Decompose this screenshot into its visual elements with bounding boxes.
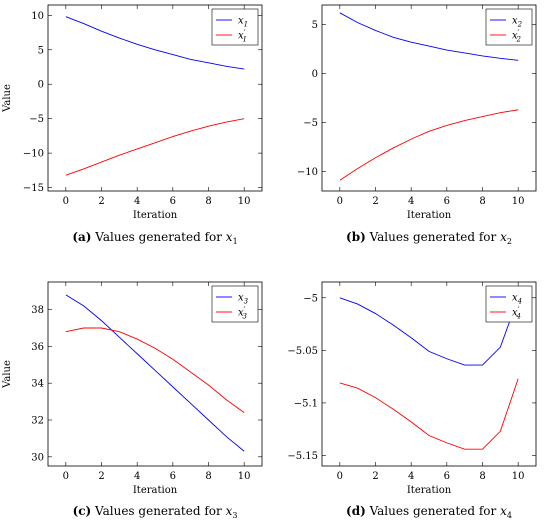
y-tick-label: 34 [31,379,44,390]
x-tick-label: 0 [63,471,69,482]
legend: x2x′ 2 [485,8,533,46]
legend-entry: x′ 4 [512,306,521,321]
chart-panel-1: 0 2 4 6 8 10 −15 −10 −5 0 5 10 Iteration Value x1x′ 1 (a… [2,4,263,246]
x-tick-label: 8 [205,196,211,207]
plot-frame [47,281,263,467]
y-tick-label: 32 [31,416,44,427]
y-tick-label: 36 [31,342,44,353]
plot-frame [321,4,537,192]
y-tick-label: 0 [38,80,44,91]
y-tick-label: −5 [303,118,318,129]
legend-box [485,8,533,46]
y-axis-label: Value [2,84,13,113]
x-tick-label: 6 [170,471,176,482]
x-tick-label: 2 [98,471,104,482]
y-tick-label: −5.1 [294,398,318,409]
x-tick-label: 10 [512,196,525,207]
y-tick-label: −10 [23,149,44,160]
chart-caption: (a) Values generated for x1 [72,230,237,246]
x-tick-label: 6 [444,196,450,207]
y-tick-label: 30 [31,452,44,463]
x-tick-label: 4 [134,196,140,207]
x-tick-label: 0 [63,196,69,207]
legend-entry: x2 [512,16,523,29]
y-tick-label: −15 [23,183,44,194]
x-tick-label: 10 [512,471,525,482]
x-tick-label: 2 [372,196,378,207]
x-tick-label: 10 [238,196,251,207]
y-tick-label: 5 [312,20,318,31]
chart-caption: (b) Values generated for x2 [346,230,512,246]
y-tick-label: 38 [31,305,44,316]
series-line-base [339,12,519,61]
y-tick-label: −5.15 [287,451,318,462]
y-tick-label: 10 [31,11,44,22]
legend-entry: x′ 2 [512,29,521,44]
legend-entry: x3 [238,293,249,306]
series-line-prime [339,109,519,181]
y-tick-label: 5 [38,45,44,56]
legend: x4x′ 4 [485,285,533,323]
x-axis-label: Iteration [407,485,452,496]
x-axis-label: Iteration [407,210,452,221]
plot-frame [321,281,537,467]
x-tick-label: 4 [134,471,140,482]
chart-panel-2: 0 2 4 6 8 10 −10 −5 0 5 Iteration x2x′ 2 (b) Values g… [297,4,537,246]
legend: x1x′ 1 [211,8,259,46]
series-line-prime [65,327,245,414]
x-tick-label: 8 [479,471,485,482]
x-tick-label: 8 [205,471,211,482]
series-line-base [65,294,245,452]
x-axis-label: Iteration [133,210,178,221]
series-line-base [65,16,245,70]
chart-caption: (c) Values generated for x3 [73,504,238,520]
legend-entry: x4 [512,293,522,306]
legend-box [211,285,259,323]
x-tick-label: 0 [337,471,343,482]
x-axis-label: Iteration [133,485,178,496]
x-tick-label: 2 [372,471,378,482]
plot-frame [47,4,263,192]
y-tick-label: −10 [297,167,318,178]
x-tick-label: 4 [408,196,414,207]
legend-entry: x′ 1 [238,29,247,44]
x-tick-label: 8 [479,196,485,207]
x-tick-label: 4 [408,471,414,482]
x-tick-label: 10 [238,471,251,482]
chart-caption: (d) Values generated for x4 [346,504,512,520]
x-tick-label: 0 [337,196,343,207]
x-tick-label: 6 [444,471,450,482]
x-tick-label: 6 [170,196,176,207]
chart-panel-3: 0 2 4 6 8 10 30 32 34 36 38 Iteration Value x3x′ 3 (c) … [2,281,263,520]
x-tick-label: 2 [98,196,104,207]
legend-box [485,285,533,323]
series-line-prime [65,118,245,176]
chart-panel-4: 0 2 4 6 8 10 −5.15 −5.1 −5.05 −5 Iteration x4x′ 4 (d)… [287,281,537,520]
legend: x3x′ 3 [211,285,259,323]
legend-entry: x′ 3 [238,306,247,321]
y-tick-label: 0 [312,69,318,80]
series-line-base [339,297,519,366]
y-axis-label: Value [2,360,13,389]
legend-entry: x1 [238,16,248,29]
legend-box [211,8,259,46]
series-line-prime [339,378,519,450]
y-tick-label: −5.05 [287,346,318,357]
y-tick-label: −5 [303,293,318,304]
y-tick-label: −5 [29,114,44,125]
